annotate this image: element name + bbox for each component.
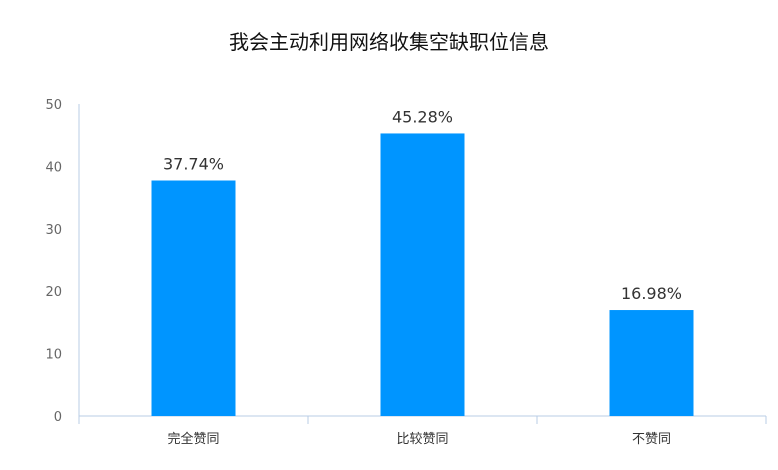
y-axis-ticks: 0 10 20 30 40 50 — [45, 98, 62, 425]
bar — [151, 180, 236, 416]
bar-data-label: 37.74% — [163, 155, 224, 174]
data-labels: 37.74% 45.28% 16.98% — [163, 107, 682, 303]
chart-title: 我会主动利用网络收集空缺职位信息 — [229, 30, 549, 54]
category-labels: 完全赞同 比较赞同 不赞同 — [167, 431, 671, 447]
x-category-label: 不赞同 — [632, 432, 671, 447]
x-axis-ticks — [78, 416, 767, 424]
bar — [609, 310, 694, 416]
y-tick-label: 50 — [45, 98, 62, 113]
bar-data-label: 16.98% — [621, 284, 682, 303]
bars — [151, 133, 694, 416]
y-tick-label: 30 — [45, 223, 62, 238]
x-category-label: 完全赞同 — [167, 431, 219, 447]
x-category-label: 比较赞同 — [396, 432, 448, 447]
y-tick-label: 40 — [45, 160, 62, 175]
bar — [380, 133, 465, 416]
y-tick-label: 20 — [45, 285, 62, 300]
y-tick-label: 10 — [45, 348, 62, 363]
bar-data-label: 45.28% — [392, 107, 453, 126]
y-tick-label: 0 — [54, 410, 62, 425]
